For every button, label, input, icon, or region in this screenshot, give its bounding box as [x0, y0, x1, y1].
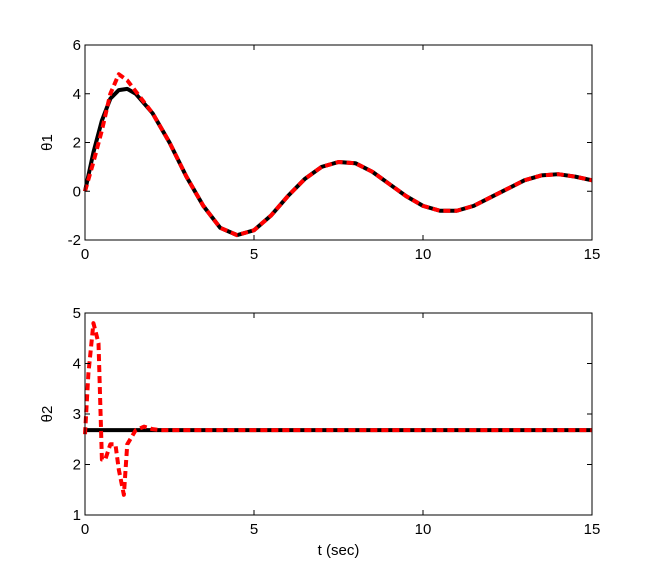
x-axis-label: t (sec) [318, 542, 360, 559]
x-tick-label: 15 [584, 521, 601, 538]
y-tick-label: -2 [68, 232, 81, 249]
y-tick-label: 0 [73, 183, 81, 200]
data-line [83, 72, 593, 238]
y-tick-label: 4 [73, 86, 81, 103]
x-tick-label: 0 [81, 521, 89, 538]
y-tick-label: 6 [73, 37, 81, 54]
y-tick-label: 1 [73, 507, 81, 524]
axes-background [85, 313, 592, 515]
x-tick-label: 15 [584, 246, 601, 263]
y-tick-label: 5 [73, 305, 81, 322]
y-tick-label: 2 [73, 457, 81, 474]
axes-background [85, 45, 592, 240]
y-tick-label: 3 [73, 406, 81, 423]
x-tick-label: 5 [250, 246, 258, 263]
x-tick-label: 10 [415, 246, 432, 263]
y-axis-label: θ2 [39, 406, 56, 423]
x-tick-label: 10 [415, 521, 432, 538]
y-tick-label: 4 [73, 356, 81, 373]
x-tick-label: 0 [81, 246, 89, 263]
x-tick-label: 5 [250, 521, 258, 538]
data-line [83, 321, 592, 497]
y-tick-label: 2 [73, 135, 81, 152]
y-axis-label: θ1 [39, 134, 56, 151]
